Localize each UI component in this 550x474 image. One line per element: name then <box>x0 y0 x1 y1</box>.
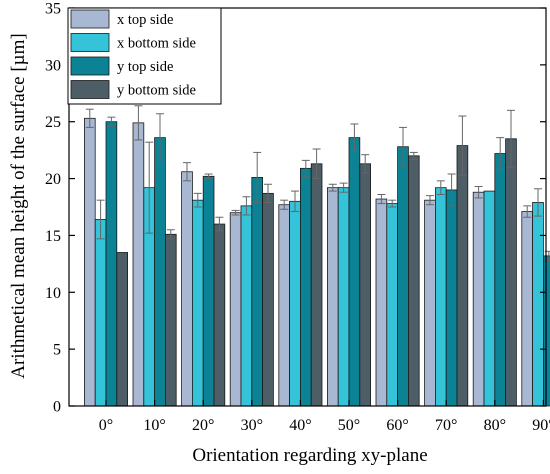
bar-2-9 <box>483 190 496 407</box>
y-tick-label-6: 25 <box>45 114 61 131</box>
bar-1-10 <box>521 211 533 407</box>
bar-2-1 <box>94 219 107 407</box>
bar-1-9 <box>472 191 485 407</box>
y-tick-label-3: 10 <box>45 285 61 302</box>
y-tick-label-4: 15 <box>45 228 61 245</box>
bar-3-7 <box>397 146 409 407</box>
y-tick-label-8: 35 <box>45 1 61 18</box>
bar-3-4 <box>251 177 264 407</box>
bar-3-6 <box>348 137 361 407</box>
legend-label-4: y bottom side <box>117 83 196 99</box>
x-tick-label-8: 70° <box>435 417 457 434</box>
legend-label-3: y top side <box>117 59 173 75</box>
bar-4-9 <box>505 138 517 407</box>
x-tick-label-5: 40° <box>289 417 311 434</box>
bar-1-4 <box>229 212 242 407</box>
bar-4-4 <box>262 192 274 407</box>
bar-2-8 <box>434 187 447 407</box>
y-axis-title: Arithmetical mean height of the surface … <box>8 33 29 378</box>
bar-1-5 <box>278 204 290 407</box>
x-tick-label-10: 90° <box>532 417 550 434</box>
bar-2-5 <box>289 200 301 407</box>
bar-4-7 <box>407 155 420 407</box>
axes-layer: 0 5 10 15 20 25 30 35 0° 10° 20° 30° 40° 50° 60° 70° 80°… <box>45 1 550 435</box>
x-tick-label-1: 0° <box>99 417 113 434</box>
bar-4-6 <box>359 163 371 407</box>
bar-3-1 <box>105 121 118 407</box>
bar-3-3 <box>202 175 215 407</box>
legend-swatch-2 <box>70 33 110 52</box>
y-tick-label-5: 20 <box>45 171 61 188</box>
legend-label-1: x top side <box>117 12 173 28</box>
bar-4-2 <box>164 233 177 407</box>
bar-3-8 <box>445 189 458 407</box>
legend-swatch-1 <box>70 9 110 29</box>
bar-2-7 <box>386 203 398 407</box>
y-tick-label-7: 30 <box>45 57 61 74</box>
bar-3-5 <box>299 167 312 407</box>
plot-frame <box>68 7 547 407</box>
y-tick-label-2: 5 <box>53 342 61 359</box>
bars-layer <box>84 105 550 407</box>
bar-1-3 <box>181 171 193 407</box>
legend-label-2: x bottom side <box>117 36 196 52</box>
bar-1-6 <box>326 187 339 407</box>
bar-1-7 <box>375 198 388 407</box>
x-tick-label-2: 10° <box>143 417 165 434</box>
bar-1-2 <box>132 122 145 407</box>
bar-4-5 <box>310 163 323 407</box>
bar-4-1 <box>116 252 129 407</box>
bar-2-3 <box>191 199 204 407</box>
legend-swatch-4 <box>70 80 110 99</box>
x-tick-label-7: 60° <box>386 417 408 434</box>
legend-swatch-3 <box>70 56 110 76</box>
bar-2-4 <box>240 205 253 407</box>
x-tick-label-3: 20° <box>192 417 214 434</box>
bar-4-8 <box>456 145 469 407</box>
legend: x top side x bottom side y top side y botto… <box>67 7 222 105</box>
x-tick-label-9: 80° <box>484 417 506 434</box>
bar-2-6 <box>337 187 350 407</box>
x-tick-label-6: 50° <box>338 417 360 434</box>
bar-2-10 <box>532 202 544 407</box>
bar-3-10 <box>543 255 550 407</box>
bar-1-8 <box>424 199 436 407</box>
y-tick-label-1: 0 <box>53 399 61 416</box>
bar-4-3 <box>213 223 226 407</box>
bar-1-1 <box>84 117 96 407</box>
bar-3-9 <box>494 153 506 407</box>
x-tick-label-4: 30° <box>241 417 263 434</box>
bar-3-2 <box>154 137 166 407</box>
x-axis-title: Orientation regarding xy-plane <box>192 445 427 466</box>
